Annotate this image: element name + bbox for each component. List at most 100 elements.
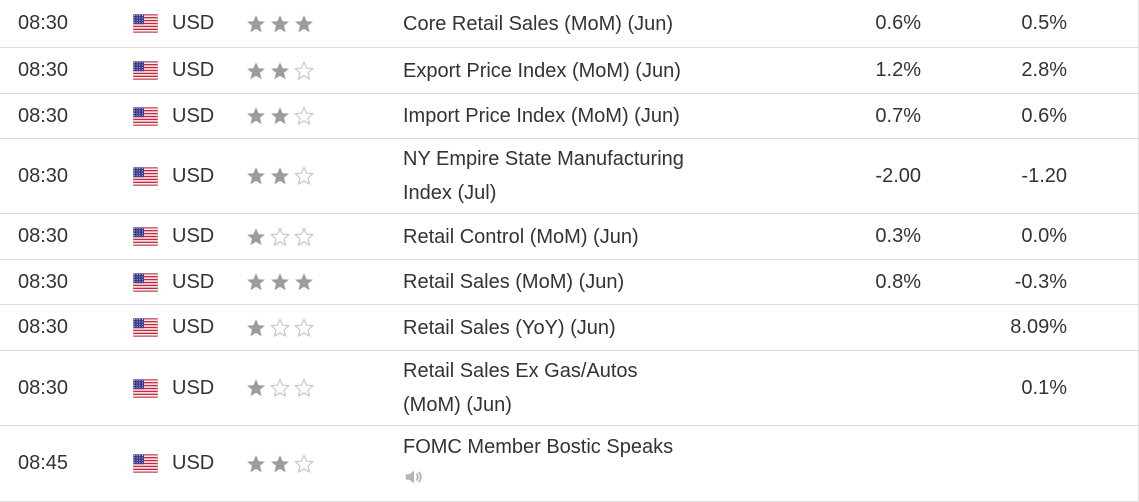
currency-code: USD (172, 104, 215, 127)
forecast-value: 2.8% (1021, 59, 1067, 81)
event-name[interactable]: NY Empire State Manufacturing Index (Jul… (403, 139, 723, 213)
star-icon (247, 454, 265, 472)
star-icon (294, 227, 314, 246)
forecast-value: -0.3% (1014, 270, 1067, 293)
us-flag-icon (133, 94, 158, 138)
event-time: 08:30 (18, 12, 69, 34)
actual-value: 1.2% (875, 59, 921, 81)
importance-stars (246, 48, 314, 93)
star-icon (294, 454, 314, 473)
event-time: 08:45 (18, 452, 69, 474)
actual-value: 0.6% (875, 12, 921, 34)
table-row[interactable]: 08:45 USD FOMC Member Bostic Speaks (0, 426, 1138, 502)
star-icon (294, 318, 314, 337)
event-name-text[interactable]: Retail Sales (MoM) (Jun) (403, 271, 625, 293)
forecast-value: -1.20 (1021, 164, 1067, 187)
importance-stars (246, 305, 314, 350)
speaker-icon[interactable] (403, 464, 673, 488)
event-name-text[interactable]: FOMC Member Bostic Speaks (403, 436, 674, 458)
event-time: 08:30 (18, 104, 69, 127)
currency-code: USD (172, 376, 215, 399)
event-time: 08:30 (18, 164, 69, 187)
table-row[interactable]: 08:30 USD Export Price Index (MoM) (Jun)… (0, 48, 1138, 94)
event-name-text[interactable]: Export Price Index (MoM) (Jun) (403, 59, 681, 82)
forecast-value: 0.5% (1021, 12, 1067, 34)
event-name-line[interactable]: NY Empire State Manufacturing (403, 148, 684, 170)
event-time: 08:30 (18, 270, 69, 293)
event-name-text[interactable]: Retail Sales (YoY) (Jun) (403, 316, 616, 339)
event-name-text[interactable]: Core Retail Sales (MoM) (Jun) (403, 12, 674, 35)
currency-code: USD (172, 164, 215, 187)
event-time: 08:30 (18, 376, 69, 399)
table-row[interactable]: 08:30 USD Core Retail Sales (MoM) (Jun) … (0, 0, 1138, 48)
us-flag-icon (133, 305, 158, 350)
star-icon (271, 107, 289, 125)
star-icon (271, 61, 289, 79)
currency-code: USD (172, 12, 215, 34)
us-flag-icon (133, 260, 158, 304)
star-icon (247, 227, 265, 245)
table-row[interactable]: 08:30 USD Retail Control (MoM) (Jun) 0.3… (0, 214, 1138, 260)
us-flag-icon (133, 214, 158, 259)
event-time: 08:30 (18, 316, 69, 338)
event-name-line[interactable]: (MoM) (Jun) (403, 394, 512, 416)
star-icon (294, 378, 314, 397)
importance-stars (246, 260, 314, 304)
star-icon (294, 106, 314, 125)
star-icon (294, 166, 314, 185)
currency-code: USD (172, 452, 215, 474)
event-name-text[interactable]: Import Price Index (MoM) (Jun) (403, 105, 680, 127)
us-flag-icon (133, 351, 158, 425)
us-flag-icon (133, 426, 158, 501)
us-flag-icon (133, 48, 158, 93)
event-name-line[interactable]: Retail Sales Ex Gas/Autos (403, 360, 638, 382)
star-icon (271, 273, 289, 291)
star-icon (271, 454, 289, 472)
star-icon (247, 379, 265, 397)
star-icon (247, 167, 265, 185)
actual-value: -2.00 (875, 164, 921, 187)
event-name[interactable]: Export Price Index (MoM) (Jun) (403, 48, 723, 93)
importance-stars (246, 0, 314, 47)
star-icon (271, 14, 289, 32)
forecast-value: 8.09% (1010, 316, 1067, 338)
currency-code: USD (172, 270, 215, 293)
star-icon (247, 107, 265, 125)
event-name[interactable]: Retail Control (MoM) (Jun) (403, 214, 723, 259)
event-name[interactable]: Import Price Index (MoM) (Jun) (403, 94, 723, 138)
event-name[interactable]: Retail Sales (MoM) (Jun) (403, 260, 723, 304)
event-name[interactable]: FOMC Member Bostic Speaks (403, 426, 723, 501)
currency-code: USD (172, 316, 215, 338)
event-time: 08:30 (18, 225, 69, 247)
currency-code: USD (172, 225, 215, 247)
forecast-value: 0.6% (1021, 104, 1067, 127)
star-icon (295, 273, 313, 291)
star-icon (271, 167, 289, 185)
table-row[interactable]: 08:30 USD Retail Sales (YoY) (Jun) 8.09% (0, 305, 1138, 351)
event-name[interactable]: Core Retail Sales (MoM) (Jun) (403, 0, 723, 47)
star-icon (247, 273, 265, 291)
us-flag-icon (133, 0, 158, 47)
star-icon (295, 14, 313, 32)
actual-value: 0.7% (875, 104, 921, 127)
event-name[interactable]: Retail Sales (YoY) (Jun) (403, 305, 723, 350)
table-row[interactable]: 08:30 USD Retail Sales (MoM) (Jun) 0.8% … (0, 260, 1138, 305)
event-name-line[interactable]: Index (Jul) (403, 182, 497, 204)
importance-stars (246, 426, 314, 501)
star-icon (270, 378, 290, 397)
star-icon (270, 318, 290, 337)
table-row[interactable]: 08:30 USD Import Price Index (MoM) (Jun)… (0, 94, 1138, 139)
star-icon (247, 14, 265, 32)
event-name-text[interactable]: Retail Control (MoM) (Jun) (403, 225, 639, 248)
table-row[interactable]: 08:30 USD Retail Sales Ex Gas/Autos (MoM… (0, 351, 1138, 426)
star-icon (247, 61, 265, 79)
actual-value: 0.8% (875, 270, 921, 293)
us-flag-icon (133, 139, 158, 213)
importance-stars (246, 139, 314, 213)
star-icon (294, 61, 314, 80)
event-name[interactable]: Retail Sales Ex Gas/Autos (MoM) (Jun) (403, 351, 723, 425)
currency-code: USD (172, 59, 215, 81)
importance-stars (246, 214, 314, 259)
table-row[interactable]: 08:30 USD NY Empire State Manufacturing … (0, 139, 1138, 214)
